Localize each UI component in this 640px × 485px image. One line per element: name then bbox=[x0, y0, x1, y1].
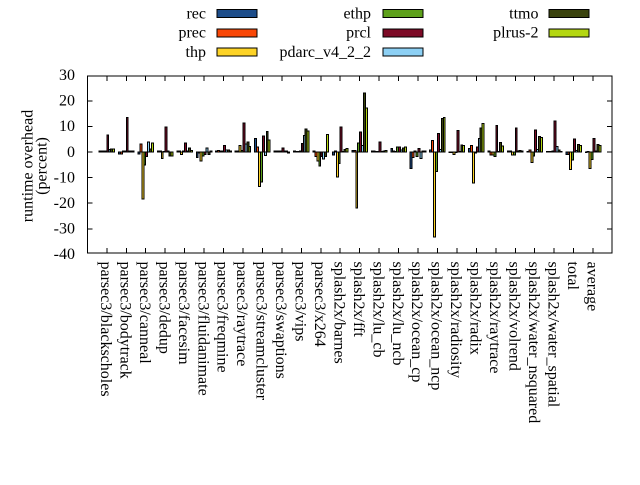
svg-text:-20: -20 bbox=[54, 195, 75, 212]
svg-text:parsec3/raytrace: parsec3/raytrace bbox=[233, 262, 250, 367]
svg-text:0: 0 bbox=[67, 144, 75, 161]
svg-text:rec: rec bbox=[186, 5, 206, 22]
svg-text:thp: thp bbox=[186, 44, 206, 61]
svg-text:10: 10 bbox=[59, 118, 75, 135]
svg-text:parsec3/fluidanimate: parsec3/fluidanimate bbox=[194, 262, 211, 396]
svg-text:parsec3/canneal: parsec3/canneal bbox=[136, 262, 153, 365]
svg-text:splash2x/water_nsquared: splash2x/water_nsquared bbox=[525, 262, 542, 424]
svg-text:splash2x/ocean_cp: splash2x/ocean_cp bbox=[408, 262, 425, 383]
svg-text:parsec3/swaptions: parsec3/swaptions bbox=[272, 262, 289, 379]
svg-text:splash2x/lu_ncb: splash2x/lu_ncb bbox=[389, 262, 406, 366]
svg-text:20: 20 bbox=[59, 93, 75, 110]
svg-text:runtime overhead: runtime overhead bbox=[20, 110, 37, 222]
svg-text:parsec3/streamcluster: parsec3/streamcluster bbox=[253, 262, 270, 401]
svg-text:total: total bbox=[564, 262, 581, 291]
svg-text:pdarc_v4_2_2: pdarc_v4_2_2 bbox=[279, 44, 371, 61]
svg-text:-40: -40 bbox=[54, 246, 75, 263]
svg-text:parsec3/dedup: parsec3/dedup bbox=[155, 262, 172, 354]
svg-text:ethp: ethp bbox=[343, 5, 371, 22]
svg-text:parsec3/bodytrack: parsec3/bodytrack bbox=[116, 262, 133, 379]
svg-text:ttmo: ttmo bbox=[509, 5, 538, 22]
svg-text:parsec3/vips: parsec3/vips bbox=[292, 262, 309, 342]
svg-text:prec: prec bbox=[178, 25, 206, 42]
svg-text:average: average bbox=[583, 262, 600, 312]
svg-text:parsec3/blackscholes: parsec3/blackscholes bbox=[97, 262, 114, 397]
svg-text:splash2x/volrend: splash2x/volrend bbox=[505, 262, 522, 371]
svg-text:splash2x/radiosity: splash2x/radiosity bbox=[447, 262, 464, 378]
svg-text:splash2x/water_spatial: splash2x/water_spatial bbox=[544, 262, 561, 408]
svg-text:(percent): (percent) bbox=[34, 137, 51, 195]
svg-text:-30: -30 bbox=[54, 221, 75, 238]
svg-text:splash2x/lu_cb: splash2x/lu_cb bbox=[369, 262, 386, 358]
svg-text:-10: -10 bbox=[54, 169, 75, 186]
svg-text:splash2x/fft: splash2x/fft bbox=[350, 262, 367, 338]
svg-text:parsec3/x264: parsec3/x264 bbox=[311, 262, 328, 347]
svg-text:parsec3/freqmine: parsec3/freqmine bbox=[214, 262, 231, 373]
svg-text:plrus-2: plrus-2 bbox=[493, 25, 538, 42]
svg-text:parsec3/facesim: parsec3/facesim bbox=[175, 262, 192, 366]
svg-text:30: 30 bbox=[59, 67, 75, 84]
svg-text:splash2x/radix: splash2x/radix bbox=[467, 262, 484, 355]
svg-text:splash2x/ocean_ncp: splash2x/ocean_ncp bbox=[428, 262, 445, 391]
svg-text:splash2x/raytrace: splash2x/raytrace bbox=[486, 262, 503, 374]
svg-text:splash2x/barnes: splash2x/barnes bbox=[330, 262, 347, 364]
svg-text:prcl: prcl bbox=[346, 25, 371, 42]
